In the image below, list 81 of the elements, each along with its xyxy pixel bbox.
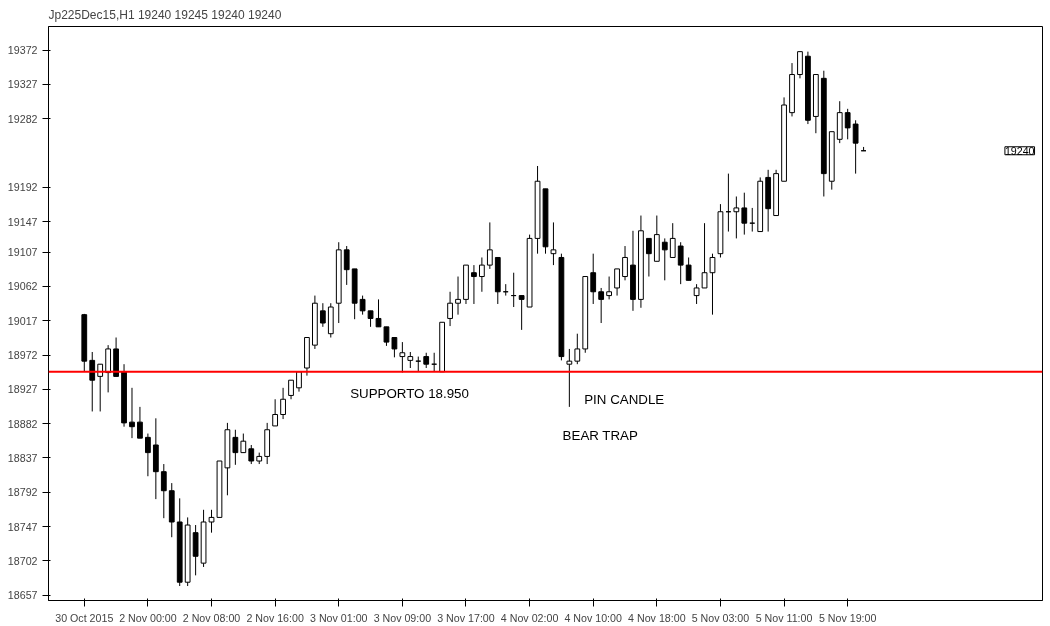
candlestick [399, 341, 406, 374]
candlestick [455, 276, 461, 316]
x-tick-label: 3 Nov 09:00 [373, 611, 432, 624]
candlestick [129, 387, 135, 439]
y-tick-label: 19192 [7, 181, 38, 194]
candlestick [566, 348, 573, 408]
x-tick-label: 5 Nov 11:00 [755, 611, 813, 624]
y-tick-label: 19282 [7, 112, 38, 125]
candlestick [288, 379, 294, 400]
y-tick-label: 18882 [7, 417, 38, 430]
x-tick-label: 4 Nov 18:00 [628, 611, 686, 624]
candlestick [486, 221, 493, 270]
y-tick-label: 19107 [7, 246, 38, 259]
y-tick-label: 19062 [7, 280, 38, 293]
y-tick-label: 19147 [7, 215, 38, 228]
candlestick [709, 253, 716, 316]
chart-title: Jp225Dec15,H1 19240 19245 19240 19240 [48, 7, 282, 22]
candlestick [248, 444, 255, 465]
y-tick-label: 18657 [7, 589, 38, 602]
candlestick [145, 433, 151, 477]
candlestick [105, 344, 112, 393]
y-tick-label: 18972 [7, 349, 38, 362]
x-tick-label: 4 Nov 02:00 [500, 611, 559, 624]
candlestick [192, 524, 199, 576]
candlestick [240, 433, 247, 454]
x-tick-label: 4 Nov 10:00 [564, 611, 623, 624]
candlestick [797, 51, 803, 79]
candlestick [590, 253, 597, 305]
x-tick-label: 2 Nov 16:00 [246, 611, 304, 624]
candlestick [280, 387, 286, 420]
candlestick [677, 241, 684, 285]
x-tick-label: 5 Nov 19:00 [818, 611, 877, 624]
candlestick [598, 287, 605, 324]
candlestick [391, 337, 398, 358]
candlestick [518, 295, 525, 331]
candlestick [733, 195, 740, 239]
candlestick [550, 221, 557, 266]
candlestick [574, 333, 581, 365]
candlestick [645, 237, 652, 278]
y-tick-label: 19327 [7, 78, 38, 91]
candlestick [693, 283, 700, 305]
y-tick-label: 18927 [7, 383, 38, 396]
candlestick [208, 509, 215, 534]
candlestick [232, 429, 239, 466]
candlestick [383, 326, 390, 347]
annotation: BEAR TRAP [562, 428, 639, 444]
candlestick [343, 245, 350, 286]
candlestick [137, 406, 143, 439]
candlestick [669, 222, 676, 258]
candlestick [447, 291, 453, 327]
y-tick-label: 18702 [7, 554, 38, 567]
candlestick [319, 302, 326, 328]
candlestick [606, 276, 612, 300]
candlestick [852, 119, 859, 175]
candlestick [160, 463, 167, 519]
x-tick-label: 2 Nov 00:00 [119, 611, 177, 624]
candlestick [685, 256, 692, 281]
candlestick [89, 351, 96, 412]
candlestick [844, 108, 851, 140]
x-tick-label: 3 Nov 17:00 [437, 611, 495, 624]
x-tick-label: 3 Nov 01:00 [310, 611, 368, 624]
x-tick-label: 2 Nov 08:00 [182, 611, 241, 624]
candlestick [359, 295, 366, 316]
y-tick-label: 19372 [7, 44, 38, 57]
candlestick [661, 237, 668, 281]
candlestick [622, 245, 628, 281]
annotation: PIN CANDLE [584, 392, 665, 408]
annotation: SUPPORTO 18.950 [350, 386, 469, 402]
y-tick-label: 18747 [7, 520, 38, 533]
candlestick [741, 192, 748, 236]
x-tick-label: 5 Nov 03:00 [691, 611, 750, 624]
candlestick [272, 398, 279, 427]
y-tick-label: 18837 [7, 451, 38, 464]
candlestick [471, 264, 477, 305]
y-tick-label: 18792 [7, 486, 38, 499]
text: 19240 [1004, 144, 1035, 157]
candlestick [479, 256, 485, 293]
candlestick [614, 268, 620, 297]
candlestick [701, 222, 708, 289]
y-tick-label: 19017 [7, 314, 38, 327]
x-tick-label: 30 Oct 2015 [55, 611, 114, 624]
